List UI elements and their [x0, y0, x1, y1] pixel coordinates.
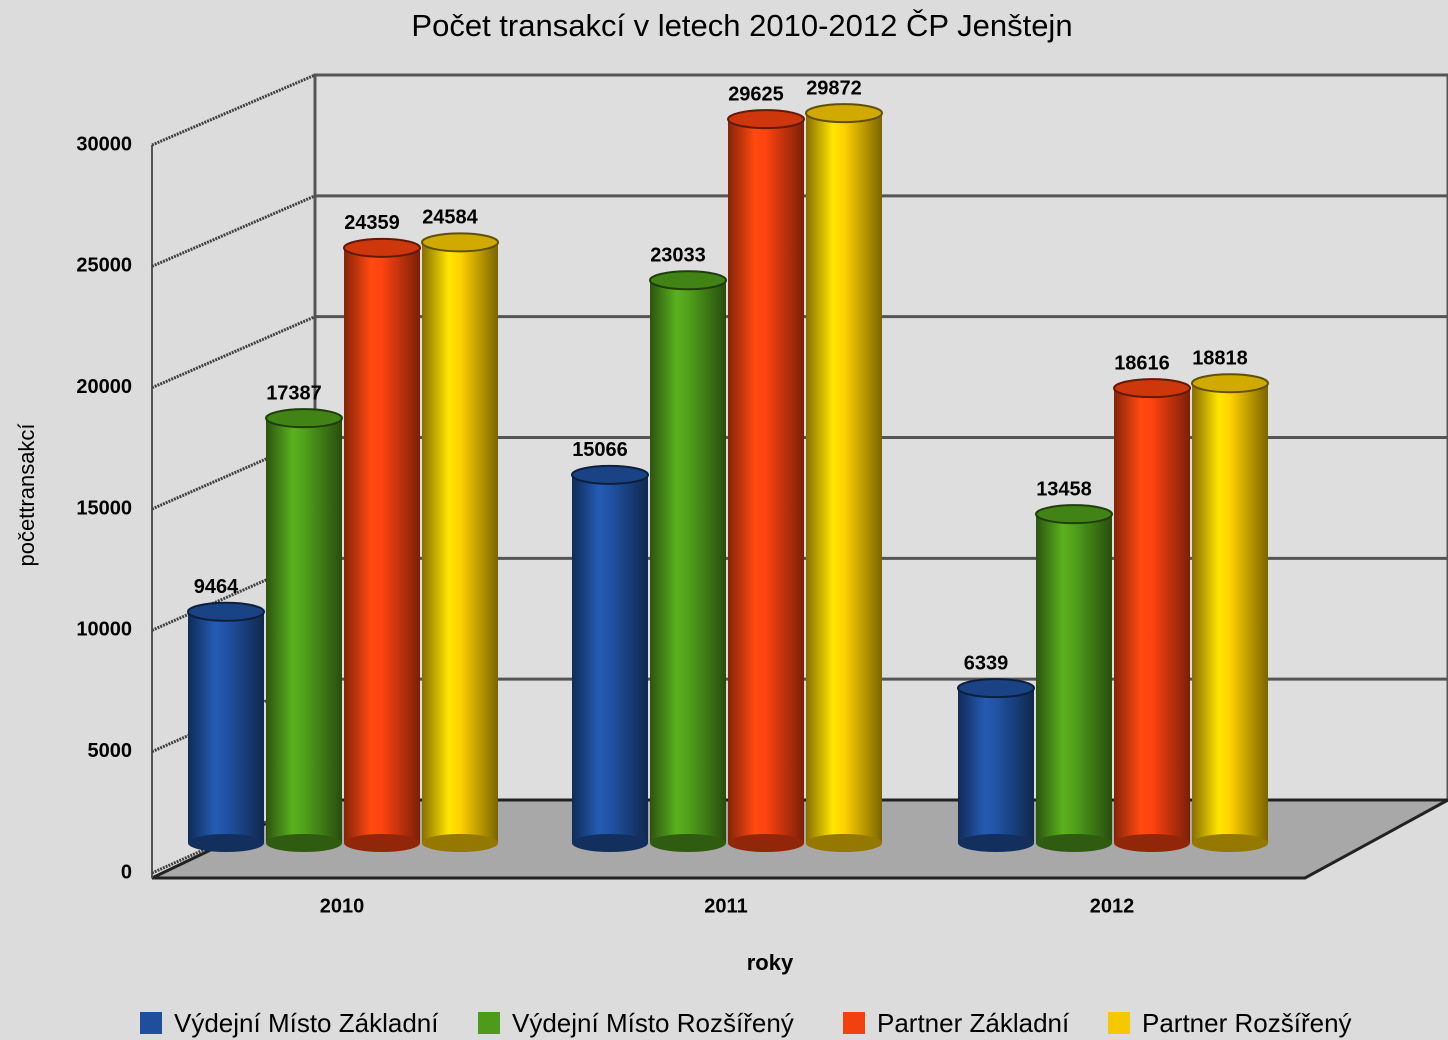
- x-tick-label: 2010: [320, 895, 365, 917]
- bar-base: [1036, 834, 1112, 852]
- y-tick-label: 10000: [76, 619, 132, 641]
- bar-top: [649, 270, 727, 291]
- legend-label: Výdejní Místo Základní: [174, 1008, 439, 1038]
- x-axis-label: roky: [747, 950, 794, 975]
- data-label: 15066: [572, 439, 628, 461]
- bar-base: [1192, 834, 1268, 852]
- data-label: 13458: [1036, 478, 1092, 500]
- bar-top: [727, 109, 805, 130]
- bar-base: [422, 834, 498, 852]
- bar-base: [188, 834, 264, 852]
- data-label: 9464: [194, 576, 239, 598]
- y-tick-label: 0: [121, 861, 132, 883]
- data-label: 29625: [728, 83, 784, 105]
- y-tick-label: 5000: [88, 740, 133, 762]
- bar-top: [805, 103, 883, 124]
- data-label: 18818: [1192, 347, 1248, 369]
- grid-line: [151, 194, 316, 268]
- data-label: 24584: [422, 207, 478, 229]
- bar: [422, 242, 498, 843]
- bar-top: [187, 601, 265, 622]
- data-label: 23033: [650, 245, 706, 267]
- bar-top: [343, 237, 421, 258]
- legend-label: Výdejní Místo Rozšířený: [512, 1008, 794, 1038]
- bar-base: [572, 834, 648, 852]
- bar: [266, 418, 342, 843]
- y-tick-label: 20000: [76, 376, 132, 398]
- bar: [188, 611, 264, 843]
- bar-top: [1113, 378, 1191, 399]
- bar: [806, 113, 882, 844]
- x-tick-label: 2012: [1090, 895, 1135, 917]
- data-label: 24359: [344, 212, 400, 234]
- bar: [1114, 388, 1190, 843]
- bar: [572, 474, 648, 843]
- legend-label: Partner Rozšířený: [1142, 1008, 1352, 1038]
- bar-base: [1114, 834, 1190, 852]
- bar: [958, 688, 1034, 843]
- legend-swatch: [1108, 1012, 1130, 1034]
- legend-label: Partner Základní: [877, 1008, 1070, 1038]
- data-label: 29872: [806, 77, 862, 99]
- grid-line: [151, 73, 316, 147]
- legend-swatch: [478, 1012, 500, 1034]
- bar-base: [266, 834, 342, 852]
- bar: [1192, 383, 1268, 843]
- bar-top: [1191, 373, 1269, 394]
- grid-line: [151, 315, 316, 390]
- bar-base: [650, 834, 726, 852]
- y-tick-label: 30000: [76, 133, 132, 155]
- bar: [650, 280, 726, 843]
- bar-top: [421, 232, 499, 253]
- bar: [728, 119, 804, 844]
- bar-top: [265, 408, 343, 429]
- x-tick-label: 2011: [704, 895, 747, 917]
- legend-swatch: [140, 1012, 162, 1034]
- bar-base: [806, 834, 882, 852]
- bar-base: [344, 834, 420, 852]
- bar-top: [571, 464, 649, 485]
- bar: [344, 247, 420, 843]
- bar-top: [1035, 504, 1113, 525]
- data-label: 6339: [964, 652, 1009, 674]
- y-tick-label: 15000: [76, 497, 132, 519]
- bar-base: [728, 834, 804, 852]
- y-axis-label: počettransakcí: [14, 423, 39, 566]
- bar-top: [957, 678, 1035, 699]
- chart-title: Počet transakcí v letech 2010-2012 ČP Je…: [411, 8, 1072, 43]
- data-label: 18616: [1114, 352, 1170, 374]
- y-tick-label: 25000: [76, 255, 132, 277]
- bar: [1036, 514, 1112, 843]
- legend-swatch: [843, 1012, 865, 1034]
- bar-base: [958, 834, 1034, 852]
- data-label: 17387: [266, 382, 322, 404]
